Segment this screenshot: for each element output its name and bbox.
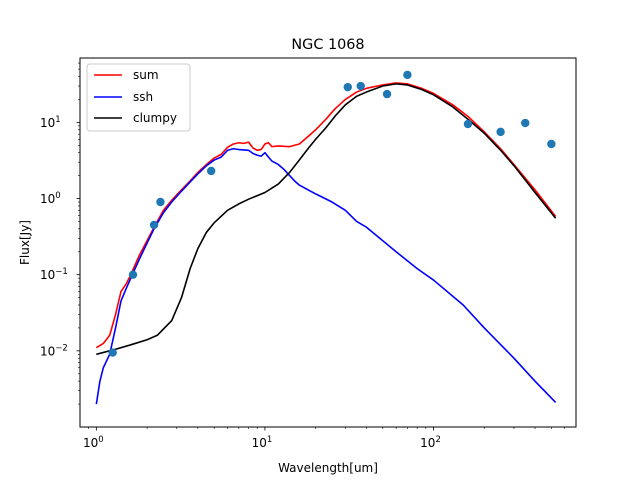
- data-point-6: [356, 81, 365, 91]
- legend-label-clumpy: clumpy: [133, 111, 177, 125]
- data-point-12: [547, 139, 556, 149]
- data-point-3: [156, 197, 165, 207]
- data-point-1: [128, 270, 138, 279]
- series-line-ssh: [95, 147, 557, 405]
- y-tick-exponent: −1: [55, 267, 68, 277]
- plot-frame: [79, 57, 577, 428]
- series-line-sum: [95, 82, 557, 349]
- plot-area: [95, 70, 557, 405]
- data-point-10: [496, 127, 505, 137]
- data-point-5: [343, 82, 352, 92]
- legend-label-ssh: ssh: [133, 90, 153, 104]
- y-tick-exponent: −2: [55, 343, 68, 353]
- legend: sum ssh clumpy: [86, 63, 191, 132]
- legend-box: [86, 63, 191, 132]
- data-point-2: [149, 220, 159, 230]
- series-line-clumpy: [96, 83, 557, 356]
- data-point-7: [382, 89, 392, 99]
- data-point-11: [521, 118, 530, 128]
- y-tick-exponent: 1: [55, 115, 60, 125]
- y-tick-exponent: 0: [55, 191, 60, 201]
- y-axis-label: Flux[Jy]: [18, 220, 32, 265]
- legend-label-sum: sum: [133, 68, 159, 82]
- data-point-4: [206, 166, 216, 176]
- x-tick-exponent: 0: [98, 435, 103, 445]
- data-point-9: [463, 119, 473, 129]
- data-point-0: [108, 348, 117, 357]
- x-tick-exponent: 2: [435, 435, 440, 445]
- x-tick-exponent: 1: [267, 435, 272, 445]
- chart-title: NGC 1068: [291, 37, 364, 53]
- x-axis-label: Wavelength[um]: [278, 461, 378, 475]
- data-point-8: [403, 70, 412, 80]
